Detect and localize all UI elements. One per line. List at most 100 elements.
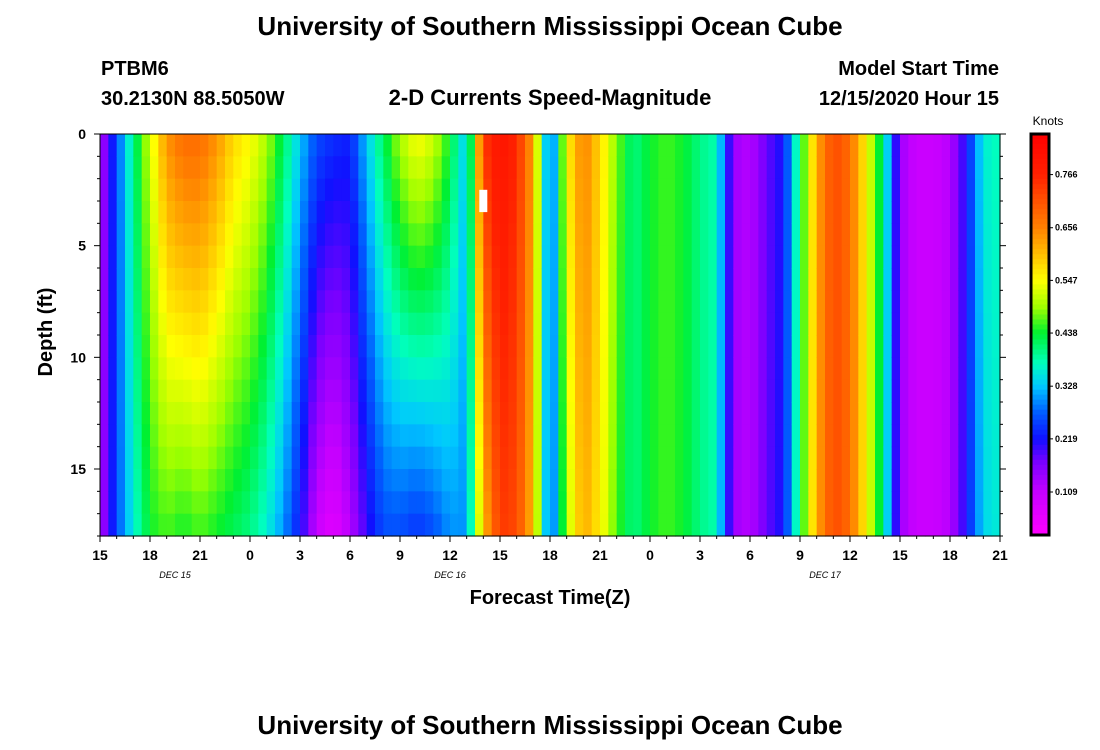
heatmap-cell <box>275 357 284 381</box>
heatmap-cell <box>116 134 126 157</box>
heatmap-cell <box>800 446 809 470</box>
heatmap-cell <box>900 469 909 492</box>
heatmap-cell <box>166 223 176 247</box>
heatmap-cell <box>133 335 143 358</box>
heatmap-cell <box>500 178 509 202</box>
heatmap-cell <box>950 491 959 515</box>
heatmap-cell <box>816 245 826 269</box>
heatmap-cell <box>150 402 159 425</box>
heatmap-cell <box>375 223 384 247</box>
heatmap-cell <box>608 245 618 269</box>
heatmap-cell <box>741 491 751 515</box>
heatmap-cell <box>333 491 343 515</box>
heatmap-cell <box>800 201 809 224</box>
heatmap-cell <box>858 290 868 314</box>
colorbar-tick-label: 0.438 <box>1055 328 1078 338</box>
heatmap-cell <box>941 134 951 157</box>
heatmap-cell <box>566 290 576 314</box>
heatmap-cell <box>475 290 484 314</box>
colorbar-tick-label: 0.766 <box>1055 170 1078 180</box>
heatmap-cell <box>625 446 634 470</box>
heatmap-cell <box>925 424 934 448</box>
heatmap-cell <box>408 491 418 515</box>
heatmap-cell <box>791 424 801 448</box>
heatmap-cell <box>533 312 543 336</box>
heatmap-cell <box>475 357 484 381</box>
heatmap-cell <box>200 335 209 358</box>
heatmap-cell <box>100 156 109 180</box>
heatmap-cell <box>683 402 693 425</box>
heatmap-cell <box>208 223 218 247</box>
heatmap-cell <box>266 245 276 269</box>
heatmap-cell <box>458 178 468 202</box>
heatmap-cell <box>208 402 218 425</box>
heatmap-cell <box>216 245 226 269</box>
heatmap-cell <box>783 201 793 224</box>
heatmap-cell <box>933 201 943 224</box>
heatmap-cell <box>608 134 618 157</box>
heatmap-cell <box>125 357 134 381</box>
heatmap-cell <box>758 223 768 247</box>
heatmap-cell <box>591 335 601 358</box>
heatmap-cell <box>625 134 634 157</box>
heatmap-cell <box>950 268 959 291</box>
heatmap-cell <box>133 402 143 425</box>
heatmap-cell <box>433 245 443 269</box>
day-label: DEC 16 <box>434 570 466 580</box>
heatmap-cell <box>558 335 568 358</box>
heatmap-cell <box>416 513 426 537</box>
heatmap-cell <box>808 290 818 314</box>
heatmap-cell <box>350 379 359 403</box>
heatmap-cell <box>358 424 368 448</box>
heatmap-cell <box>758 469 768 492</box>
heatmap-cell <box>966 312 976 336</box>
heatmap-cell <box>808 402 818 425</box>
heatmap-cell <box>316 268 326 291</box>
heatmap-cell <box>841 290 851 314</box>
heatmap-cell <box>616 223 626 247</box>
heatmap-cell <box>975 379 984 403</box>
heatmap-cell <box>791 268 801 291</box>
heatmap-cell <box>450 134 459 157</box>
heatmap-cell <box>125 513 134 537</box>
heatmap-cell <box>758 134 768 157</box>
heatmap-cell <box>275 268 284 291</box>
heatmap-cell <box>833 424 843 448</box>
heatmap-cell <box>900 245 909 269</box>
heatmap-cell <box>375 178 384 202</box>
heatmap-cell <box>250 290 259 314</box>
heatmap-cell <box>833 335 843 358</box>
colorbar-segment <box>1031 309 1049 316</box>
heatmap-cell <box>575 379 584 403</box>
heatmap-cell <box>425 424 434 448</box>
colorbar-tick-label: 0.656 <box>1055 223 1078 233</box>
heatmap-cell <box>475 402 484 425</box>
heatmap-cell <box>183 402 193 425</box>
heatmap-cell <box>816 424 826 448</box>
heatmap-cell <box>608 290 618 314</box>
heatmap-cell <box>466 379 476 403</box>
heatmap-cell <box>666 201 676 224</box>
heatmap-cell <box>900 513 909 537</box>
heatmap-cell <box>783 379 793 403</box>
heatmap-cell <box>875 245 884 269</box>
heatmap-cell <box>791 223 801 247</box>
heatmap-cell <box>591 469 601 492</box>
heatmap-cell <box>358 402 368 425</box>
heatmap-cell <box>250 223 259 247</box>
heatmap-cell <box>300 357 309 381</box>
heatmap-cell <box>641 402 651 425</box>
heatmap-cell <box>483 290 493 314</box>
heatmap-cell <box>233 312 243 336</box>
heatmap-cell <box>750 469 759 492</box>
heatmap-cell <box>183 312 193 336</box>
heatmap-cell <box>125 469 134 492</box>
heatmap-cell <box>458 290 468 314</box>
colorbar-segment <box>1031 269 1049 275</box>
heatmap-cell <box>250 446 259 470</box>
heatmap-cell <box>658 134 668 157</box>
model-start-label: Model Start Time <box>838 58 999 80</box>
heatmap-cell <box>966 245 976 269</box>
heatmap-cell <box>100 223 109 247</box>
heatmap-cell <box>708 134 718 157</box>
